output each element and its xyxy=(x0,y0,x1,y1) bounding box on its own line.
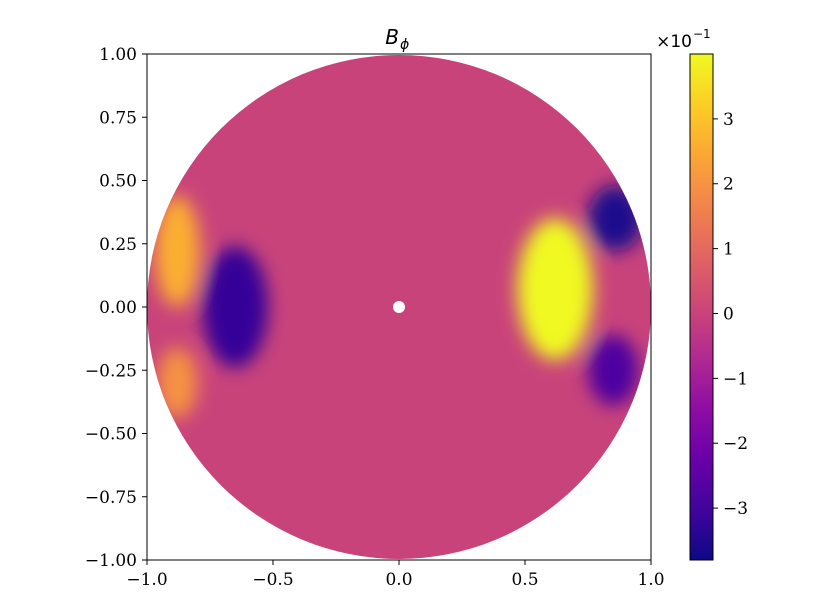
chart-title: B ϕ xyxy=(385,25,409,53)
y-tick-label: −1.00 xyxy=(85,551,137,571)
x-tick-label: 0.5 xyxy=(511,570,538,590)
field-feature-2 xyxy=(588,334,639,406)
field-feature-0 xyxy=(517,218,594,361)
colorbar-multiplier-exponent: −1 xyxy=(693,27,711,41)
y-tick-label: 0.25 xyxy=(99,235,137,255)
field-feature-5 xyxy=(157,347,198,419)
colorbar-ticks: 3 2 1 0 −1 −2 −3 xyxy=(713,110,748,519)
colorbar-tick-label: 2 xyxy=(723,175,734,195)
colorbar-tick-label: −3 xyxy=(723,499,748,519)
x-tick-label: 0.0 xyxy=(385,570,412,590)
colorbar: 3 2 1 0 −1 −2 −3 ×10 −1 xyxy=(656,27,748,561)
field-feature-1 xyxy=(588,185,644,252)
y-tick-label: 0.75 xyxy=(99,108,137,128)
y-tick-label: 0.50 xyxy=(99,172,137,192)
x-tick-label: 1.0 xyxy=(637,570,664,590)
x-tick-label: −1.0 xyxy=(126,570,167,590)
field-feature-3 xyxy=(202,246,268,368)
y-tick-label: −0.75 xyxy=(85,488,137,508)
colorbar-tick-label: 1 xyxy=(723,240,734,260)
field-feature-4 xyxy=(154,195,200,307)
x-axis: −1.0 −0.5 0.0 0.5 1.0 xyxy=(126,560,665,590)
colorbar-tick-label: 3 xyxy=(723,110,734,130)
y-axis: 1.00 0.75 0.50 0.25 0.00 −0.25 −0.50 −0.75 −1.00 xyxy=(85,45,147,571)
center-hole xyxy=(393,301,405,313)
y-tick-label: 1.00 xyxy=(99,45,137,65)
chart-title-subscript: ϕ xyxy=(400,37,409,53)
chart-title-main: B xyxy=(385,25,399,49)
colorbar-multiplier: ×10 xyxy=(656,32,692,52)
colorbar-gradient xyxy=(689,53,714,561)
colorbar-tick-label: −1 xyxy=(723,369,748,389)
plot-area xyxy=(146,53,652,561)
colorbar-tick-label: −2 xyxy=(723,434,748,454)
colorbar-tick-label: 0 xyxy=(723,304,734,324)
y-tick-label: −0.25 xyxy=(85,361,137,381)
y-tick-label: 0.00 xyxy=(99,298,137,318)
x-tick-label: −0.5 xyxy=(252,570,293,590)
y-tick-label: −0.50 xyxy=(85,425,137,445)
field-features xyxy=(154,185,644,419)
